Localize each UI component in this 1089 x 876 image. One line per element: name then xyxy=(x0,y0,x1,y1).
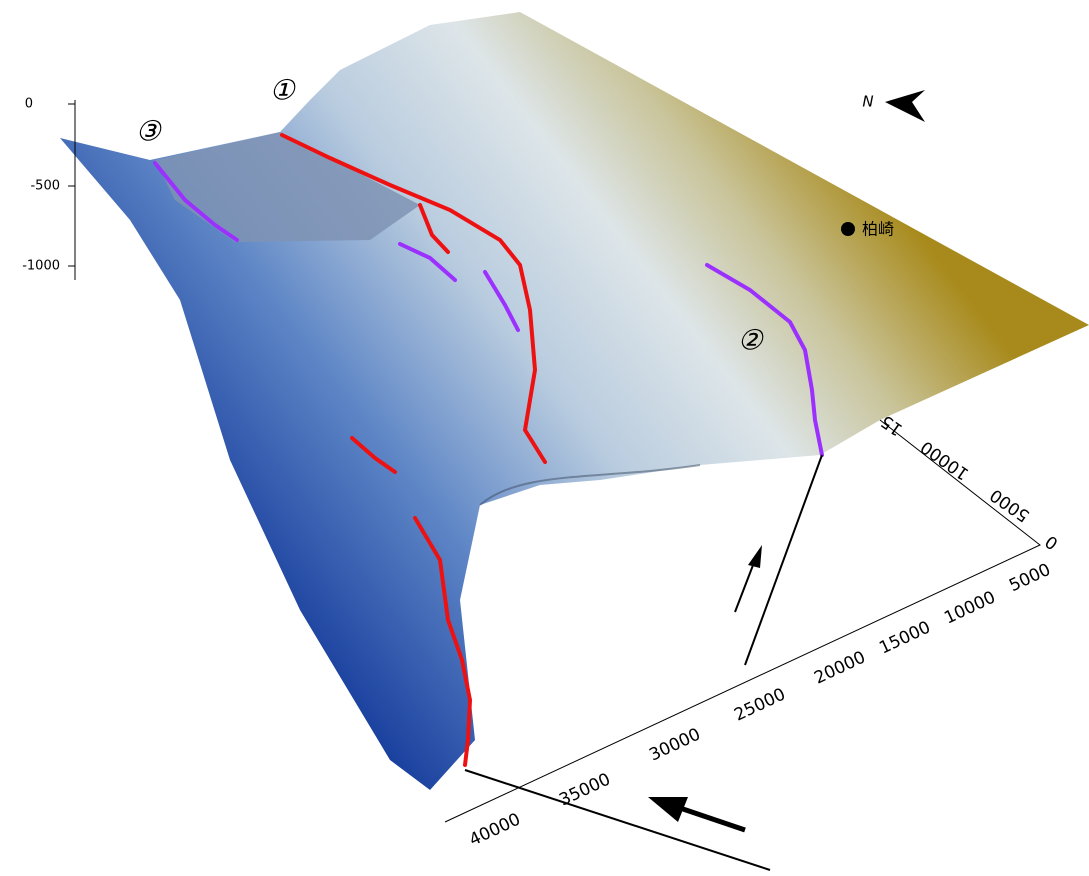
bottom-tick-label: 10000 xyxy=(941,588,998,629)
bottom-tick-label: 40000 xyxy=(466,810,523,851)
north-label: N xyxy=(862,93,873,111)
arrow-shaft xyxy=(735,560,755,612)
direction-lines xyxy=(465,455,822,870)
bottom-tick-label: 15000 xyxy=(876,618,933,659)
right-tick-label: 0 xyxy=(1042,531,1062,554)
vertical-tick-label: 0 xyxy=(25,97,33,112)
right-tick-label: 10000 xyxy=(917,436,973,483)
place-label: 柏崎 xyxy=(862,220,894,239)
place-marker xyxy=(841,222,855,236)
bottom-tick-label: 25000 xyxy=(731,685,788,726)
bottom-tick-label: 5000 xyxy=(1006,560,1054,596)
terrain-map: 0 -500 -1000 0 5000 10000 15 5000 10000 … xyxy=(0,0,1089,876)
bottom-tick-label: 20000 xyxy=(811,648,868,689)
fault-label: ① xyxy=(269,74,296,107)
arrow-head xyxy=(748,545,762,568)
right-tick-label: 5000 xyxy=(987,484,1034,525)
arrow-shaft xyxy=(680,808,745,830)
vertical-tick-label: -1000 xyxy=(22,259,60,274)
vertical-tick-label: -500 xyxy=(30,179,60,194)
bottom-tick-label: 35000 xyxy=(556,770,613,811)
north-arrow xyxy=(885,90,925,122)
page: {"labels": {"fault_1": "①", "fault_2": "… xyxy=(0,0,1089,876)
fault-label: ③ xyxy=(135,115,162,148)
bottom-tick-label: 30000 xyxy=(646,725,703,766)
terrain-surface xyxy=(60,12,1089,790)
arrow-head xyxy=(648,797,688,822)
fault-label: ② xyxy=(737,324,764,357)
vertical-axis xyxy=(68,100,75,280)
